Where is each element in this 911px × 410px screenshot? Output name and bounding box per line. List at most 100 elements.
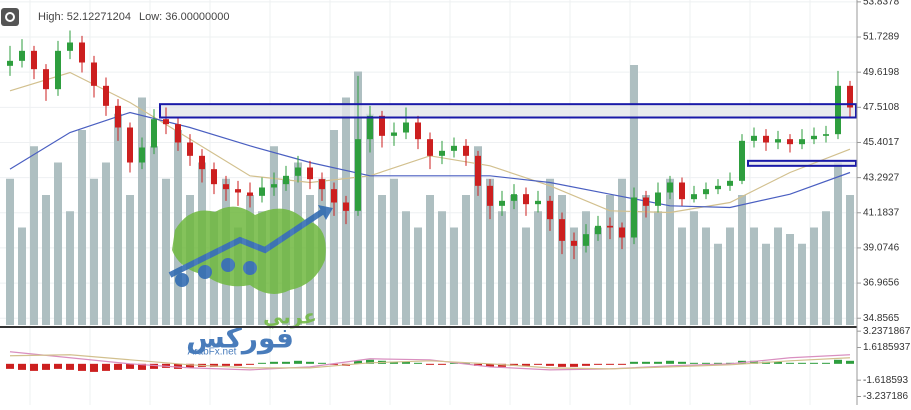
candle-body [799,139,805,145]
macd-bar [750,360,758,364]
candle-body [307,167,313,180]
candle-body [571,240,577,246]
macd-bar [66,363,74,370]
candle-body [343,202,349,211]
panel-separator [0,326,857,328]
candle-body [607,225,613,228]
volume-bar [150,146,158,325]
volume-bar [642,195,650,325]
volume-bar [438,211,446,325]
macd-bar [702,362,710,364]
macd-bar [366,359,374,364]
logo-word: عربي [263,306,317,329]
y-tick-label: 36.9656 [863,278,900,289]
y-tick-label: 39.0746 [863,243,900,254]
macd-bar [534,363,542,365]
candle-body [415,122,421,140]
macd-bar [486,363,494,367]
macd-bar [6,363,14,369]
volume-bar [798,243,806,325]
volume-bar [102,162,110,325]
candle-body [475,155,481,186]
volume-bar [462,195,470,325]
macd-bar [438,363,446,365]
macd-bar [834,359,842,364]
logo-coin [175,273,189,287]
candle-body [427,139,433,156]
macd-bar [246,363,254,365]
candle-body [247,192,253,196]
macd-bar [582,363,590,366]
volume-bar [522,227,530,325]
candle-body [175,124,181,143]
volume-bar [54,162,62,325]
settings-button[interactable] [1,8,19,26]
candle-body [79,42,85,63]
volume-bar [42,195,50,325]
macd-bar [150,363,158,369]
volume-bar [846,195,854,325]
ma-line [9,111,851,209]
candle-body [403,122,409,133]
candle-body [151,119,157,148]
logo-blob [172,206,326,294]
volume-bar [30,146,38,325]
macd-bar [678,361,686,364]
macd-bar [318,362,326,364]
macd-bar [630,361,638,364]
candle-body [199,155,205,170]
macd-bar [594,363,602,365]
volume-bar [366,113,374,325]
candle-body [439,150,445,156]
macd-bar [810,362,818,364]
candle-body [751,135,757,141]
macd-bar [306,361,314,364]
zone-outline [747,159,857,167]
macd-bar [30,363,38,371]
volume-bar [810,227,818,325]
macd-bar [522,363,530,366]
low-label: Low: 36.00000000 [139,11,230,23]
candle-body [739,140,745,181]
candle-body [451,145,457,151]
candle-body [487,185,493,206]
macd-bar [510,363,518,366]
candle-body [595,225,601,235]
candle-body [811,135,817,140]
macd-bar [774,361,782,364]
volume-bar [606,195,614,325]
candle-body [31,50,37,70]
macd-bar [294,360,302,364]
candle-body [271,184,277,188]
y2-tick-label: 1.6185937 [863,342,911,353]
volume-bar [498,211,506,325]
volume-bar [726,227,734,325]
macd-bar [414,362,422,364]
logo-site: ArabFx.net [188,347,237,358]
macd-bar [822,362,830,364]
macd-bar [390,361,398,364]
candle-body [391,132,397,136]
y-tick-label: 49.6198 [863,67,900,78]
candle-body [499,200,505,206]
candle-body [715,185,721,190]
volume-bar [666,178,674,325]
candle-body [223,184,229,190]
candle-body [655,192,661,206]
candle-body [295,167,301,176]
volume-bar [426,195,434,325]
macd-bar [498,363,506,367]
candle-body [787,139,793,145]
macd-bar [606,363,614,365]
candle-body [667,182,673,193]
logo-coin [221,258,235,272]
price-plot [7,30,857,260]
candle-body [703,189,709,195]
candle-body [619,227,625,238]
candle-body [643,197,649,206]
macd-bar [174,363,182,369]
candle-body [187,142,193,156]
macd-bar [642,361,650,364]
volume-bar [546,178,554,325]
